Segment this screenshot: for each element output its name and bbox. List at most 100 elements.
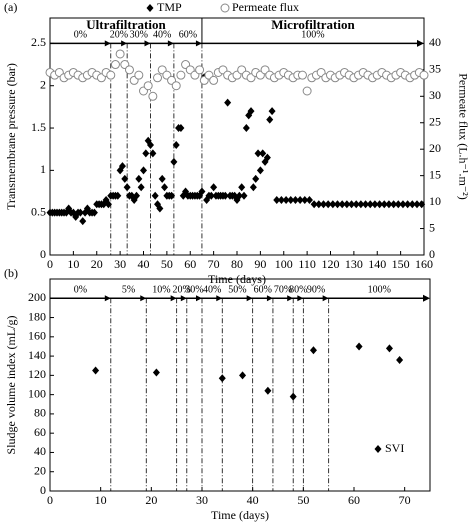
stage-label: 60% bbox=[179, 30, 197, 41]
y-tick-label: 1 bbox=[40, 162, 46, 176]
y-tick-label: 100 bbox=[28, 386, 46, 400]
x-tick-label: 30 bbox=[196, 493, 208, 507]
data-point bbox=[158, 174, 166, 183]
data-point bbox=[385, 200, 393, 209]
y2-tick-label: 20 bbox=[429, 141, 441, 155]
y2-tick-label: 25 bbox=[429, 114, 441, 128]
stage-label: 80% bbox=[289, 285, 307, 296]
y-tick-label: 160 bbox=[28, 329, 46, 343]
data-point bbox=[134, 70, 144, 80]
data-point bbox=[291, 195, 299, 204]
y-axis-label: Sludge volume index (mL/g) bbox=[4, 316, 18, 455]
arrow-head bbox=[180, 295, 187, 302]
y-tick-label: 2.5 bbox=[31, 35, 46, 49]
x-tick-label: 0 bbox=[47, 493, 53, 507]
data-point bbox=[385, 344, 393, 353]
y2-tick-label: 0 bbox=[429, 247, 435, 261]
data-point bbox=[302, 86, 312, 96]
x-tick-label: 110 bbox=[298, 257, 316, 271]
data-point bbox=[90, 208, 98, 217]
data-point bbox=[137, 183, 145, 192]
data-point bbox=[239, 371, 247, 380]
x-tick-label: 20 bbox=[145, 493, 157, 507]
data-point bbox=[151, 191, 159, 200]
legend-marker bbox=[220, 3, 230, 13]
data-point bbox=[404, 200, 412, 209]
data-point bbox=[195, 65, 205, 75]
data-point bbox=[362, 200, 370, 209]
y-tick-label: 0 bbox=[40, 247, 46, 261]
x-tick-label: 150 bbox=[392, 257, 410, 271]
data-point bbox=[207, 191, 215, 200]
y-tick-label: 180 bbox=[28, 309, 46, 323]
y-tick-label: 1.5 bbox=[31, 120, 46, 134]
stage-label: 30% bbox=[185, 285, 203, 296]
stage-label: 5% bbox=[122, 285, 135, 296]
data-point bbox=[264, 386, 272, 395]
data-point bbox=[123, 183, 131, 192]
data-point bbox=[209, 75, 219, 85]
data-point bbox=[348, 200, 356, 209]
data-point bbox=[124, 65, 134, 75]
data-point bbox=[301, 195, 309, 204]
data-point bbox=[76, 208, 84, 217]
data-point bbox=[376, 200, 384, 209]
x-tick-label: 0 bbox=[47, 257, 53, 271]
stage-label: 0% bbox=[74, 30, 87, 41]
data-point bbox=[152, 368, 160, 377]
y-tick-label: 0 bbox=[40, 483, 46, 497]
data-point bbox=[242, 124, 250, 133]
data-point bbox=[176, 70, 186, 80]
data-point bbox=[172, 140, 180, 149]
arrow-head bbox=[287, 295, 294, 302]
y-tick-label: 200 bbox=[28, 290, 46, 304]
stage-label: 20% bbox=[173, 285, 191, 296]
data-point bbox=[221, 191, 229, 200]
data-point bbox=[309, 346, 317, 355]
x-tick-label: 70 bbox=[208, 257, 220, 271]
data-point bbox=[198, 187, 206, 196]
data-point bbox=[419, 70, 429, 80]
y-tick-label: 120 bbox=[28, 367, 46, 381]
arrow-head bbox=[216, 295, 223, 302]
y-tick-label: 20 bbox=[34, 463, 46, 477]
y-tick-label: 80 bbox=[34, 406, 46, 420]
data-point bbox=[148, 91, 158, 101]
plot-frame bbox=[49, 278, 431, 492]
arrow-head bbox=[297, 295, 304, 302]
stage-label: 60% bbox=[254, 285, 272, 296]
data-point bbox=[296, 195, 304, 204]
y2-axis-label: Permeate flux (L.h⁻¹.m⁻²) bbox=[456, 73, 470, 200]
data-point bbox=[256, 166, 264, 175]
x-tick-label: 60 bbox=[348, 493, 360, 507]
data-point bbox=[161, 183, 169, 192]
stage-label: 50% bbox=[228, 285, 246, 296]
data-point bbox=[156, 204, 164, 213]
data-point bbox=[149, 149, 157, 158]
data-point bbox=[305, 195, 313, 204]
data-point bbox=[315, 200, 323, 209]
data-point bbox=[413, 200, 421, 209]
data-point bbox=[249, 183, 257, 192]
x-tick-label: 120 bbox=[322, 257, 340, 271]
panel-label: (a) bbox=[4, 0, 17, 14]
data-point bbox=[282, 195, 290, 204]
data-point bbox=[287, 195, 295, 204]
data-point bbox=[396, 355, 404, 364]
stage-label: 40% bbox=[203, 285, 221, 296]
data-point bbox=[343, 200, 351, 209]
x-tick-label: 30 bbox=[114, 257, 126, 271]
data-point bbox=[121, 174, 129, 183]
x-tick-label: 60 bbox=[184, 257, 196, 271]
mode-label: Microfiltration bbox=[271, 17, 355, 32]
y-tick-label: 140 bbox=[28, 348, 46, 362]
arrow-head bbox=[266, 295, 273, 302]
data-point bbox=[254, 149, 262, 158]
stage-label: 40% bbox=[153, 30, 171, 41]
plot-frame bbox=[49, 17, 425, 256]
data-point bbox=[366, 200, 374, 209]
x-tick-label: 40 bbox=[247, 493, 259, 507]
data-point bbox=[338, 200, 346, 209]
x-tick-label: 90 bbox=[254, 257, 266, 271]
y2-tick-label: 40 bbox=[429, 35, 441, 49]
